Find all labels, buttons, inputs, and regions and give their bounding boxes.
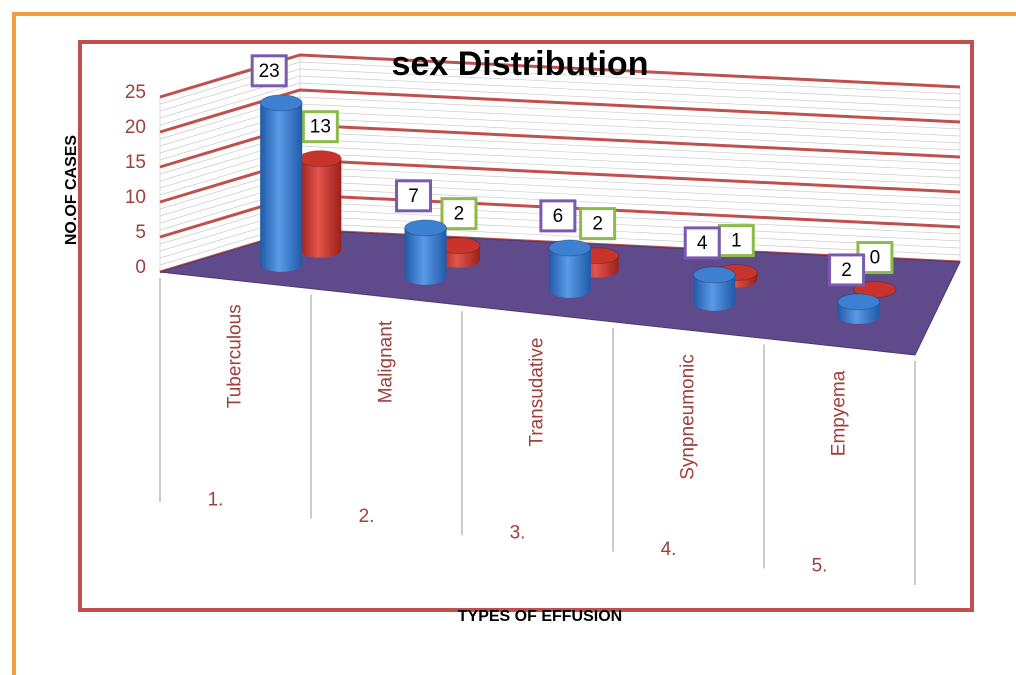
x-axis-label: TYPES OF EFFUSION [458, 608, 622, 625]
category-number: 5. [812, 556, 828, 577]
grid-line [159, 88, 961, 134]
value-label-box [250, 54, 288, 88]
y-tick-label: 10 [125, 187, 146, 208]
chart-frame [78, 40, 974, 612]
bar-top [692, 266, 736, 284]
value-label: 23 [259, 61, 280, 82]
value-label: 2 [841, 260, 852, 281]
bar [298, 150, 342, 258]
minor-grid [159, 96, 961, 140]
value-label: 0 [870, 248, 881, 269]
x-tick-label: Malignant [376, 320, 397, 403]
value-label: 6 [553, 206, 564, 227]
minor-grid [159, 68, 961, 112]
category-number: 2. [359, 506, 375, 527]
value-label: 7 [408, 186, 419, 207]
category-number: 1. [208, 489, 224, 510]
x-tick-label: Synpneumonic [678, 354, 699, 480]
bar [404, 219, 448, 285]
bar [259, 94, 303, 272]
y-axis-label: NO.OF CASES [63, 135, 80, 246]
category-number: 3. [510, 523, 526, 544]
value-label-box [683, 226, 721, 260]
chart-title: sex Distribution [392, 45, 649, 83]
minor-grid [159, 61, 961, 105]
value-label-box [301, 110, 339, 144]
y-tick-label: 15 [125, 152, 146, 173]
y-tick-label: 0 [135, 257, 146, 278]
x-tick-label: Transudative [527, 338, 548, 447]
plot: 0510152025Tuberculous1.Malignant2.Transu… [125, 53, 961, 585]
value-label-box [440, 197, 478, 231]
bar [548, 239, 592, 298]
y-tick-label: 5 [135, 222, 146, 243]
minor-grid [159, 75, 961, 119]
value-label: 1 [731, 231, 742, 252]
value-label-box [717, 224, 755, 258]
minor-grid [159, 82, 961, 126]
value-label: 4 [697, 233, 708, 254]
value-label-box [579, 207, 617, 241]
bar-top [404, 219, 448, 237]
y-tick-label: 25 [125, 82, 146, 103]
value-label-box [539, 199, 577, 233]
page-frame [12, 12, 1016, 675]
bar [692, 266, 736, 311]
value-label: 2 [592, 214, 603, 235]
bar-body [404, 227, 447, 285]
bar [437, 237, 481, 268]
back-wall [299, 54, 961, 263]
x-tick-label: Tuberculous [225, 304, 246, 408]
x-tick-label: Empyema [829, 370, 850, 456]
value-label-box [395, 179, 433, 213]
bar-top [259, 94, 303, 112]
bar-body [548, 247, 591, 298]
y-tick-label: 20 [125, 117, 146, 138]
bar-body [260, 102, 303, 272]
grid-line [159, 53, 961, 99]
bar-top [548, 239, 592, 257]
value-label: 2 [454, 204, 465, 225]
bar-body [299, 158, 342, 258]
category-number: 4. [661, 539, 677, 560]
bar [837, 293, 881, 324]
bar-body [693, 274, 736, 311]
value-label: 13 [310, 117, 331, 138]
bar-top [298, 150, 342, 168]
bar-top [837, 293, 881, 311]
value-label-box [828, 253, 866, 287]
